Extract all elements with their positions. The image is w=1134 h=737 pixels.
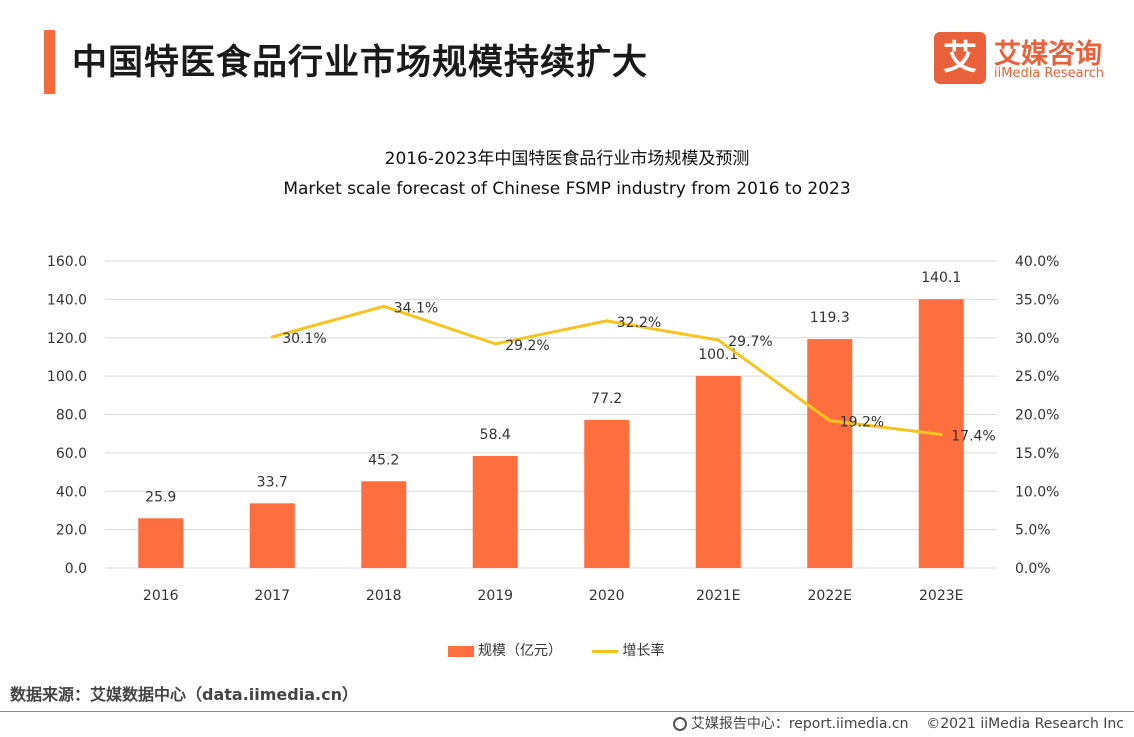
right-axis-tick-label: 10.0% <box>1015 484 1059 500</box>
growth-value-label: 34.1% <box>394 300 438 316</box>
bar-value-label: 140.1 <box>921 270 961 286</box>
left-axis-tick-label: 0.0 <box>65 561 87 577</box>
x-axis-tick-label: 2017 <box>254 588 290 604</box>
growth-point <box>493 342 497 346</box>
left-axis-tick-label: 80.0 <box>56 408 87 424</box>
x-axis-tick-label: 2023E <box>919 588 963 604</box>
legend-item-scale: 规模（亿元） <box>448 640 562 660</box>
growth-point <box>382 304 386 308</box>
right-axis-tick-label: 5.0% <box>1015 523 1051 539</box>
growth-point <box>270 335 274 339</box>
logo-name-en: iiMedia Research <box>994 66 1105 81</box>
left-axis-tick-label: 20.0 <box>56 523 87 539</box>
data-source: 数据来源：艾媒数据中心（data.iimedia.cn） <box>10 685 358 704</box>
x-axis-tick-label: 2020 <box>589 588 625 604</box>
market-scale-chart: 0.0 20.0 40.0 60.0 80.0 100.0 120.0 140.0 160.0 0… <box>47 254 1060 604</box>
growth-value-label: 29.7% <box>728 334 772 350</box>
right-axis-tick-label: 20.0% <box>1015 408 1059 424</box>
growth-value-label: 17.4% <box>951 428 995 444</box>
right-axis-tick-label: 30.0% <box>1015 331 1059 347</box>
growth-point <box>605 319 609 323</box>
right-axis-tick-label: 15.0% <box>1015 446 1059 462</box>
globe-icon <box>672 717 687 731</box>
growth-value-label: 29.2% <box>505 338 549 354</box>
legend-bar-swatch <box>448 645 474 657</box>
legend-item-growth: 增长率 <box>592 640 664 660</box>
footer: 艾媒报告中心：report.iimedia.cn ©2021 iiMedia R… <box>672 713 1124 733</box>
legend-line-swatch <box>592 649 619 653</box>
growth-point <box>716 338 720 342</box>
bar <box>472 455 518 568</box>
left-axis-tick-label: 60.0 <box>56 446 87 462</box>
bar-value-label: 25.9 <box>145 489 176 505</box>
right-axis-tick-label: 0.0% <box>1015 561 1051 577</box>
x-axis-tick-label: 2022E <box>808 588 852 604</box>
x-axis-tick-label: 2021E <box>696 588 740 604</box>
right-axis-tick-label: 25.0% <box>1015 369 1059 385</box>
chart-title: 2016-2023年中国特医食品行业市场规模及预测 <box>384 149 750 169</box>
x-axis-tick-label: 2016 <box>143 588 179 604</box>
brand-logo: 艾 艾媒咨询 iiMedia Research <box>934 32 1114 88</box>
legend-line-label: 增长率 <box>622 643 665 659</box>
x-axis-tick-label: 2018 <box>366 588 402 604</box>
bar-value-label: 100.1 <box>698 347 738 363</box>
x-axis-tick-label: 2019 <box>477 588 513 604</box>
bar <box>249 503 295 568</box>
left-axis-tick-label: 140.0 <box>47 292 87 308</box>
logo-icon: 艾 <box>934 32 986 84</box>
footer-report-link[interactable]: 艾媒报告中心：report.iimedia.cn <box>690 716 909 732</box>
growth-value-label: 19.2% <box>840 415 884 431</box>
page-title: 中国特医食品行业市场规模持续扩大 <box>72 43 649 83</box>
title-accent-bar <box>44 30 55 94</box>
left-axis-tick-label: 120.0 <box>47 331 87 347</box>
bar <box>807 339 853 568</box>
footer-copyright: ©2021 iiMedia Research Inc <box>926 716 1124 732</box>
bar-value-label: 77.2 <box>591 391 622 407</box>
bar <box>361 481 407 568</box>
right-axis-tick-label: 35.0% <box>1015 292 1059 308</box>
bar-value-label: 119.3 <box>810 310 850 326</box>
growth-value-label: 32.2% <box>617 315 661 331</box>
bar <box>584 419 630 568</box>
legend-bar-label: 规模（亿元） <box>478 643 562 659</box>
bar-value-label: 45.2 <box>368 452 399 468</box>
growth-point <box>939 432 943 436</box>
chart-subtitle: Market scale forecast of Chinese FSMP in… <box>283 179 851 199</box>
bar <box>138 518 184 568</box>
left-axis-tick-label: 100.0 <box>47 369 87 385</box>
chart-legend: 规模（亿元） 增长率 <box>448 640 690 660</box>
growth-point <box>828 419 832 423</box>
growth-value-label: 30.1% <box>282 331 326 347</box>
footer-divider <box>0 711 1134 712</box>
bar <box>695 375 741 568</box>
bar-value-label: 33.7 <box>257 474 288 490</box>
logo-name-cn: 艾媒咨询 <box>994 39 1102 70</box>
left-axis-tick-label: 40.0 <box>56 484 87 500</box>
right-axis-tick-label: 40.0% <box>1015 254 1059 270</box>
bar-value-label: 58.4 <box>480 427 511 443</box>
left-axis-tick-label: 160.0 <box>47 254 87 270</box>
